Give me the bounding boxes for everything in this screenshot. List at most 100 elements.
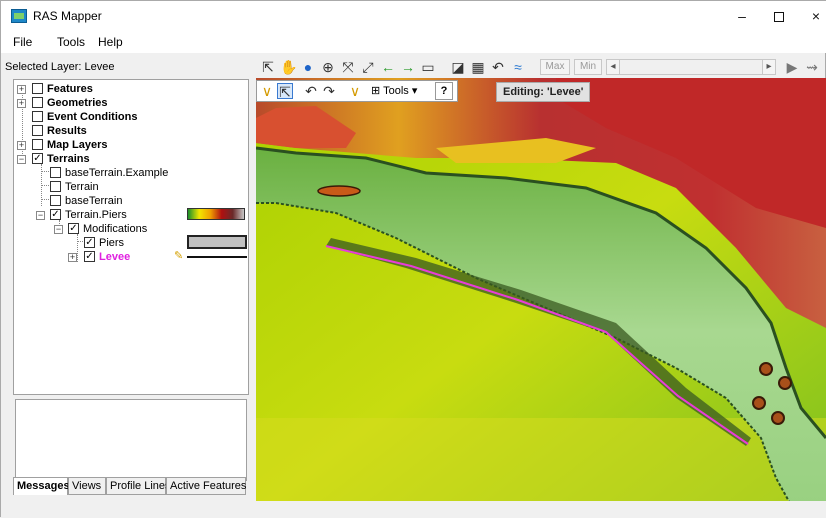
zoom-extents-icon[interactable]: ⤧ bbox=[342, 59, 354, 75]
tree-label: Event Conditions bbox=[47, 111, 138, 123]
collapse-minus-icon[interactable]: − bbox=[54, 224, 63, 234]
tree-label: Terrains bbox=[47, 153, 90, 165]
tools-dropdown[interactable]: ⊞ Tools ▾ bbox=[371, 83, 417, 99]
menu-bar: File Tools Help bbox=[1, 31, 826, 53]
messages-panel bbox=[15, 399, 247, 481]
expand-plus-icon[interactable]: + bbox=[68, 252, 77, 262]
measure-icon[interactable]: ▭ bbox=[421, 59, 435, 75]
selected-layer-label: Selected Layer: Levee bbox=[5, 61, 115, 73]
tree-item-event-conditions[interactable]: Event Conditions bbox=[17, 110, 157, 124]
tool-icon[interactable]: ↶ bbox=[492, 59, 504, 75]
map-view[interactable]: ∨ ⇱ ↶ ↷ ∨ ⊞ Tools ▾ ? Editing: 'Levee' bbox=[256, 78, 826, 514]
tree-connector bbox=[41, 171, 49, 172]
expand-plus-icon[interactable]: + bbox=[17, 84, 26, 94]
tree-item-base-terrain-example[interactable]: baseTerrain.Example bbox=[36, 166, 196, 180]
layer-tree: + Features + Geometries Event Conditions… bbox=[13, 79, 249, 395]
tree-label: baseTerrain.Example bbox=[65, 167, 169, 179]
tree-connector bbox=[41, 199, 49, 200]
toolbox-icon: ⊞ bbox=[371, 85, 384, 97]
profile-icon[interactable]: ◪ bbox=[451, 59, 465, 75]
piers-checkbox[interactable]: ✓ bbox=[84, 237, 95, 248]
terrain-checkbox[interactable] bbox=[50, 181, 61, 192]
tab-active-features[interactable]: Active Features bbox=[166, 477, 246, 495]
max-button[interactable]: Max bbox=[540, 59, 570, 75]
expand-plus-icon[interactable]: + bbox=[17, 98, 26, 108]
play-icon[interactable]: ▶ bbox=[786, 59, 798, 75]
edit-pencil-icon[interactable]: ✎ bbox=[174, 250, 184, 262]
tree-item-terrains[interactable]: − ✓ Terrains bbox=[17, 152, 137, 166]
play-fast-icon[interactable]: ⇝ bbox=[806, 59, 818, 75]
menu-help[interactable]: Help bbox=[98, 35, 123, 49]
features-checkbox[interactable] bbox=[32, 83, 43, 94]
select-pointer-icon[interactable]: ⇱ bbox=[262, 59, 274, 75]
minimize-button[interactable]: – bbox=[738, 8, 746, 24]
modifications-checkbox[interactable]: ✓ bbox=[68, 223, 79, 234]
add-vertex-icon[interactable]: ∨ bbox=[349, 83, 361, 99]
tree-item-base-terrain[interactable]: baseTerrain bbox=[36, 194, 156, 208]
scroll-left-button[interactable]: ◂ bbox=[606, 59, 620, 75]
pan-hand-icon[interactable]: ✋ bbox=[280, 59, 298, 75]
levee-line[interactable] bbox=[325, 245, 749, 445]
time-slider-track[interactable] bbox=[620, 59, 762, 75]
river-channel bbox=[256, 148, 826, 514]
geometries-checkbox[interactable] bbox=[32, 97, 43, 108]
undo-icon[interactable]: ↶ bbox=[305, 83, 317, 99]
levee-checkbox[interactable]: ✓ bbox=[84, 251, 95, 262]
base-terrain-example-checkbox[interactable] bbox=[50, 167, 61, 178]
terrain-map[interactable] bbox=[256, 78, 826, 514]
terrains-checkbox[interactable]: ✓ bbox=[32, 153, 43, 164]
forward-arrow-icon[interactable]: → bbox=[401, 59, 415, 75]
pier-marker[interactable] bbox=[778, 376, 792, 390]
tree-item-piers[interactable]: ✓ Piers bbox=[72, 236, 152, 250]
maximize-icon bbox=[774, 12, 784, 23]
collapse-minus-icon[interactable]: − bbox=[36, 210, 45, 220]
expand-plus-icon[interactable]: + bbox=[17, 140, 26, 150]
title-bar: RAS Mapper – × bbox=[1, 1, 826, 31]
redo-icon[interactable]: ↷ bbox=[323, 83, 335, 99]
map-toolbar: ⇱ ✋ ● ⊕ ⤧ ⤢ ← → ▭ ◪ ▦ ↶ ≈ Max Min ◂ ▸ ▶ … bbox=[256, 56, 826, 78]
tree-item-terrain-piers[interactable]: − ✓ Terrain.Piers bbox=[36, 208, 156, 222]
status-bar bbox=[1, 501, 826, 518]
tab-profile-lines[interactable]: Profile Lines bbox=[106, 477, 171, 495]
raster-icon[interactable]: ▦ bbox=[471, 59, 485, 75]
tree-item-features[interactable]: + Features bbox=[17, 82, 137, 96]
scroll-right-button[interactable]: ▸ bbox=[762, 59, 776, 75]
terrain-piers-checkbox[interactable]: ✓ bbox=[50, 209, 61, 220]
tree-label: Results bbox=[47, 125, 87, 137]
piers-symbol-swatch bbox=[187, 235, 247, 249]
tools-dropdown-label: Tools bbox=[383, 85, 409, 97]
tree-item-levee[interactable]: + ✓ Levee bbox=[68, 250, 148, 264]
close-button[interactable]: × bbox=[811, 8, 821, 24]
globe-icon[interactable]: ● bbox=[303, 59, 313, 75]
pier-marker[interactable] bbox=[771, 411, 785, 425]
tree-item-modifications[interactable]: − ✓ Modifications bbox=[54, 222, 174, 236]
tree-item-terrain[interactable]: Terrain bbox=[36, 180, 156, 194]
pier-marker[interactable] bbox=[752, 396, 766, 410]
collapse-minus-icon[interactable]: − bbox=[17, 154, 26, 164]
results-checkbox[interactable] bbox=[32, 125, 43, 136]
animation-icon[interactable]: ≈ bbox=[514, 59, 522, 75]
zoom-in-icon[interactable]: ⊕ bbox=[322, 59, 334, 75]
maximize-button[interactable] bbox=[756, 1, 802, 31]
tree-item-map-layers[interactable]: + Map Layers bbox=[17, 138, 137, 152]
select-feature-icon[interactable]: ⇱ bbox=[277, 83, 293, 100]
tree-label: Modifications bbox=[83, 223, 148, 235]
tree-item-results[interactable]: Results bbox=[17, 124, 137, 138]
tree-label: Terrain.Piers bbox=[65, 209, 127, 221]
draw-line-icon[interactable]: ∨ bbox=[261, 83, 273, 99]
pier-marker[interactable] bbox=[759, 362, 773, 376]
help-button[interactable]: ? bbox=[435, 82, 453, 100]
event-conditions-checkbox[interactable] bbox=[32, 111, 43, 122]
min-button[interactable]: Min bbox=[574, 59, 602, 75]
zoom-full-icon[interactable]: ⤢ bbox=[362, 59, 374, 75]
tab-messages[interactable]: Messages bbox=[13, 477, 70, 495]
menu-file[interactable]: File bbox=[13, 35, 33, 49]
pier-footprint[interactable] bbox=[317, 185, 361, 197]
back-arrow-icon[interactable]: ← bbox=[381, 59, 395, 75]
map-layers-checkbox[interactable] bbox=[32, 139, 43, 150]
tab-views[interactable]: Views bbox=[68, 477, 106, 495]
menu-tools[interactable]: Tools bbox=[57, 35, 86, 49]
high-terrain bbox=[256, 106, 356, 148]
base-terrain-checkbox[interactable] bbox=[50, 195, 61, 206]
tree-item-geometries[interactable]: + Geometries bbox=[17, 96, 137, 110]
